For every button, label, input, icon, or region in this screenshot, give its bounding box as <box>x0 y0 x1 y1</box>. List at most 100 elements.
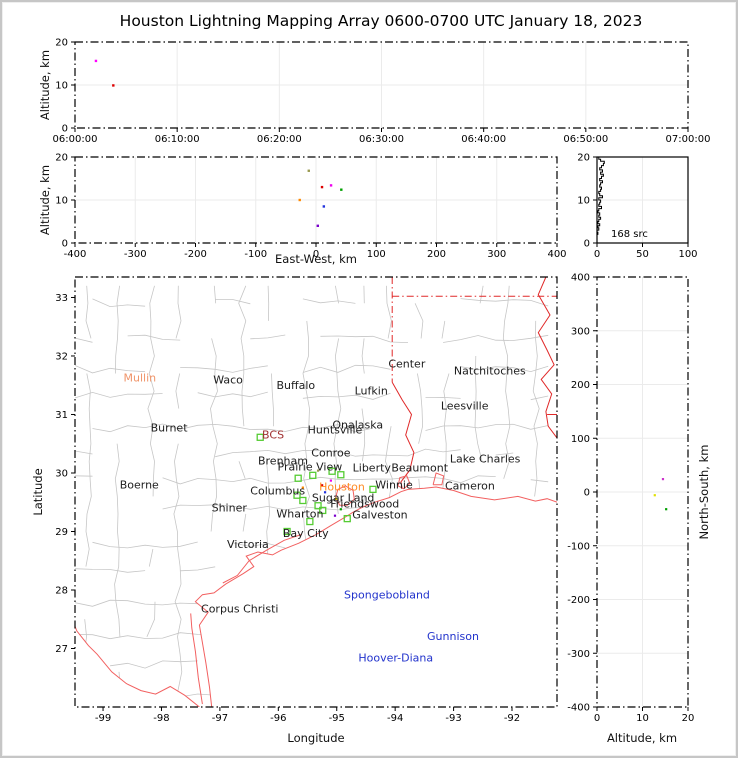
city-label-boerne: Boerne <box>120 479 159 492</box>
state-borders-coastline <box>75 277 557 707</box>
city-label-center: Center <box>388 358 426 371</box>
svg-text:-99: -99 <box>95 713 111 724</box>
svg-text:0: 0 <box>594 713 600 724</box>
svg-text:-98: -98 <box>153 713 169 724</box>
city-label-bcs: BCS <box>262 428 284 441</box>
svg-text:50: 50 <box>636 249 649 260</box>
svg-text:0: 0 <box>62 124 68 135</box>
svg-text:-300: -300 <box>567 649 590 660</box>
station-marker <box>309 471 317 479</box>
source-count-label: 168 src <box>611 229 648 240</box>
city-label-gunnison: Gunnison <box>427 630 479 643</box>
station-marker <box>328 467 336 475</box>
city-label-corpus-christi: Corpus Christi <box>201 603 278 616</box>
svg-text:20: 20 <box>577 153 590 164</box>
svg-text:-96: -96 <box>270 713 286 724</box>
svg-text:300: 300 <box>487 249 506 260</box>
svg-text:06:40:00: 06:40:00 <box>461 134 506 145</box>
svg-text:0: 0 <box>313 249 319 260</box>
page-title: Houston Lightning Mapping Array 0600-070… <box>119 12 643 30</box>
svg-text:-200: -200 <box>567 595 590 606</box>
city-label-conroe: Conroe <box>311 447 350 460</box>
svg-text:-93: -93 <box>445 713 461 724</box>
city-label-leesville: Leesville <box>441 400 489 413</box>
svg-text:-100: -100 <box>244 249 267 260</box>
city-label-brenham: Brenham <box>258 455 308 468</box>
axis-label-latitude: Latitude <box>31 468 45 516</box>
source-histogram-panel: 168 src 0 50 100 0 10 20 <box>577 153 697 261</box>
svg-text:0: 0 <box>594 249 600 260</box>
svg-text:06:30:00: 06:30:00 <box>359 134 404 145</box>
city-label-wharton: Wharton <box>276 507 323 520</box>
svg-text:27: 27 <box>55 644 68 655</box>
svg-text:32: 32 <box>55 351 68 362</box>
station-marker <box>369 485 377 494</box>
city-label-galveston: Galveston <box>352 509 407 522</box>
svg-text:20: 20 <box>55 38 68 49</box>
time-altitude-panel: 06:00:00 06:10:00 06:20:00 06:30:00 06:40:00… <box>53 38 711 146</box>
svg-text:10: 10 <box>55 196 68 207</box>
svg-text:06:50:00: 06:50:00 <box>563 134 608 145</box>
svg-text:06:10:00: 06:10:00 <box>155 134 200 145</box>
map-source-dots <box>301 469 342 517</box>
axis-label-longitude: Longitude <box>287 731 345 745</box>
station-marker <box>256 433 264 441</box>
svg-text:20: 20 <box>682 713 695 724</box>
svg-text:10: 10 <box>55 81 68 92</box>
city-label-buffalo: Buffalo <box>277 379 316 392</box>
map-frame: -99 -98 -97 -96 -95 -94 -93 -92 27 28 29 30 31 32 33 <box>55 276 558 724</box>
city-label-cameron: Cameron <box>445 479 495 492</box>
svg-text:400: 400 <box>571 273 590 284</box>
svg-text:-95: -95 <box>329 713 345 724</box>
city-label-burnet: Burnet <box>151 421 189 434</box>
histogram-trace <box>596 156 605 243</box>
city-label-lufkin: Lufkin <box>355 384 388 397</box>
city-label-beaumont: Beaumont <box>391 462 448 475</box>
city-label-friendswood: Friendswood <box>330 497 399 510</box>
city-label-hoover-diana: Hoover-Diana <box>358 651 433 664</box>
svg-text:0: 0 <box>584 239 590 250</box>
city-label-bay-city: Bay City <box>283 527 329 540</box>
svg-text:400: 400 <box>547 249 566 260</box>
station-marker <box>319 506 327 515</box>
svg-text:100: 100 <box>571 434 590 445</box>
axis-label-altitude-mid: Altitude, km <box>38 164 52 236</box>
city-label-winnie: Winnie <box>375 479 413 492</box>
city-label-sugar-land: Sugar Land <box>312 492 375 505</box>
svg-text:10: 10 <box>636 713 649 724</box>
station-marker <box>314 502 322 510</box>
city-label-liberty: Liberty <box>353 462 392 475</box>
lma-station-markers <box>256 433 377 536</box>
svg-text:-400: -400 <box>567 703 590 714</box>
svg-text:200: 200 <box>571 380 590 391</box>
city-label-houston: Houston <box>319 480 365 493</box>
city-label-shiner: Shiner <box>212 502 248 515</box>
svg-text:0: 0 <box>584 488 590 499</box>
svg-text:33: 33 <box>55 293 68 304</box>
svg-text:-94: -94 <box>387 713 403 724</box>
station-marker <box>294 474 302 482</box>
svg-text:-97: -97 <box>212 713 228 724</box>
svg-text:-300: -300 <box>124 249 147 260</box>
svg-text:-92: -92 <box>504 713 520 724</box>
city-label-onalaska: Onalaska <box>332 418 383 431</box>
svg-text:100: 100 <box>367 249 386 260</box>
svg-text:29: 29 <box>55 527 68 538</box>
city-label-victoria: Victoria <box>227 538 269 551</box>
svg-text:28: 28 <box>55 585 68 596</box>
station-marker <box>306 517 314 526</box>
station-marker <box>293 491 301 499</box>
svg-text:10: 10 <box>577 196 590 207</box>
svg-text:100: 100 <box>678 249 697 260</box>
svg-text:30: 30 <box>55 468 68 479</box>
city-label-waco: Waco <box>213 373 243 386</box>
svg-text:-400: -400 <box>64 249 87 260</box>
city-label-huntsville: Huntsville <box>308 424 363 437</box>
altitude-northsouth-panel: 0 10 20 400 300 200 100 0 -100 -200 -300 -400 <box>567 273 694 725</box>
svg-text:300: 300 <box>571 326 590 337</box>
axis-label-east-west: East-West, km <box>275 252 357 266</box>
